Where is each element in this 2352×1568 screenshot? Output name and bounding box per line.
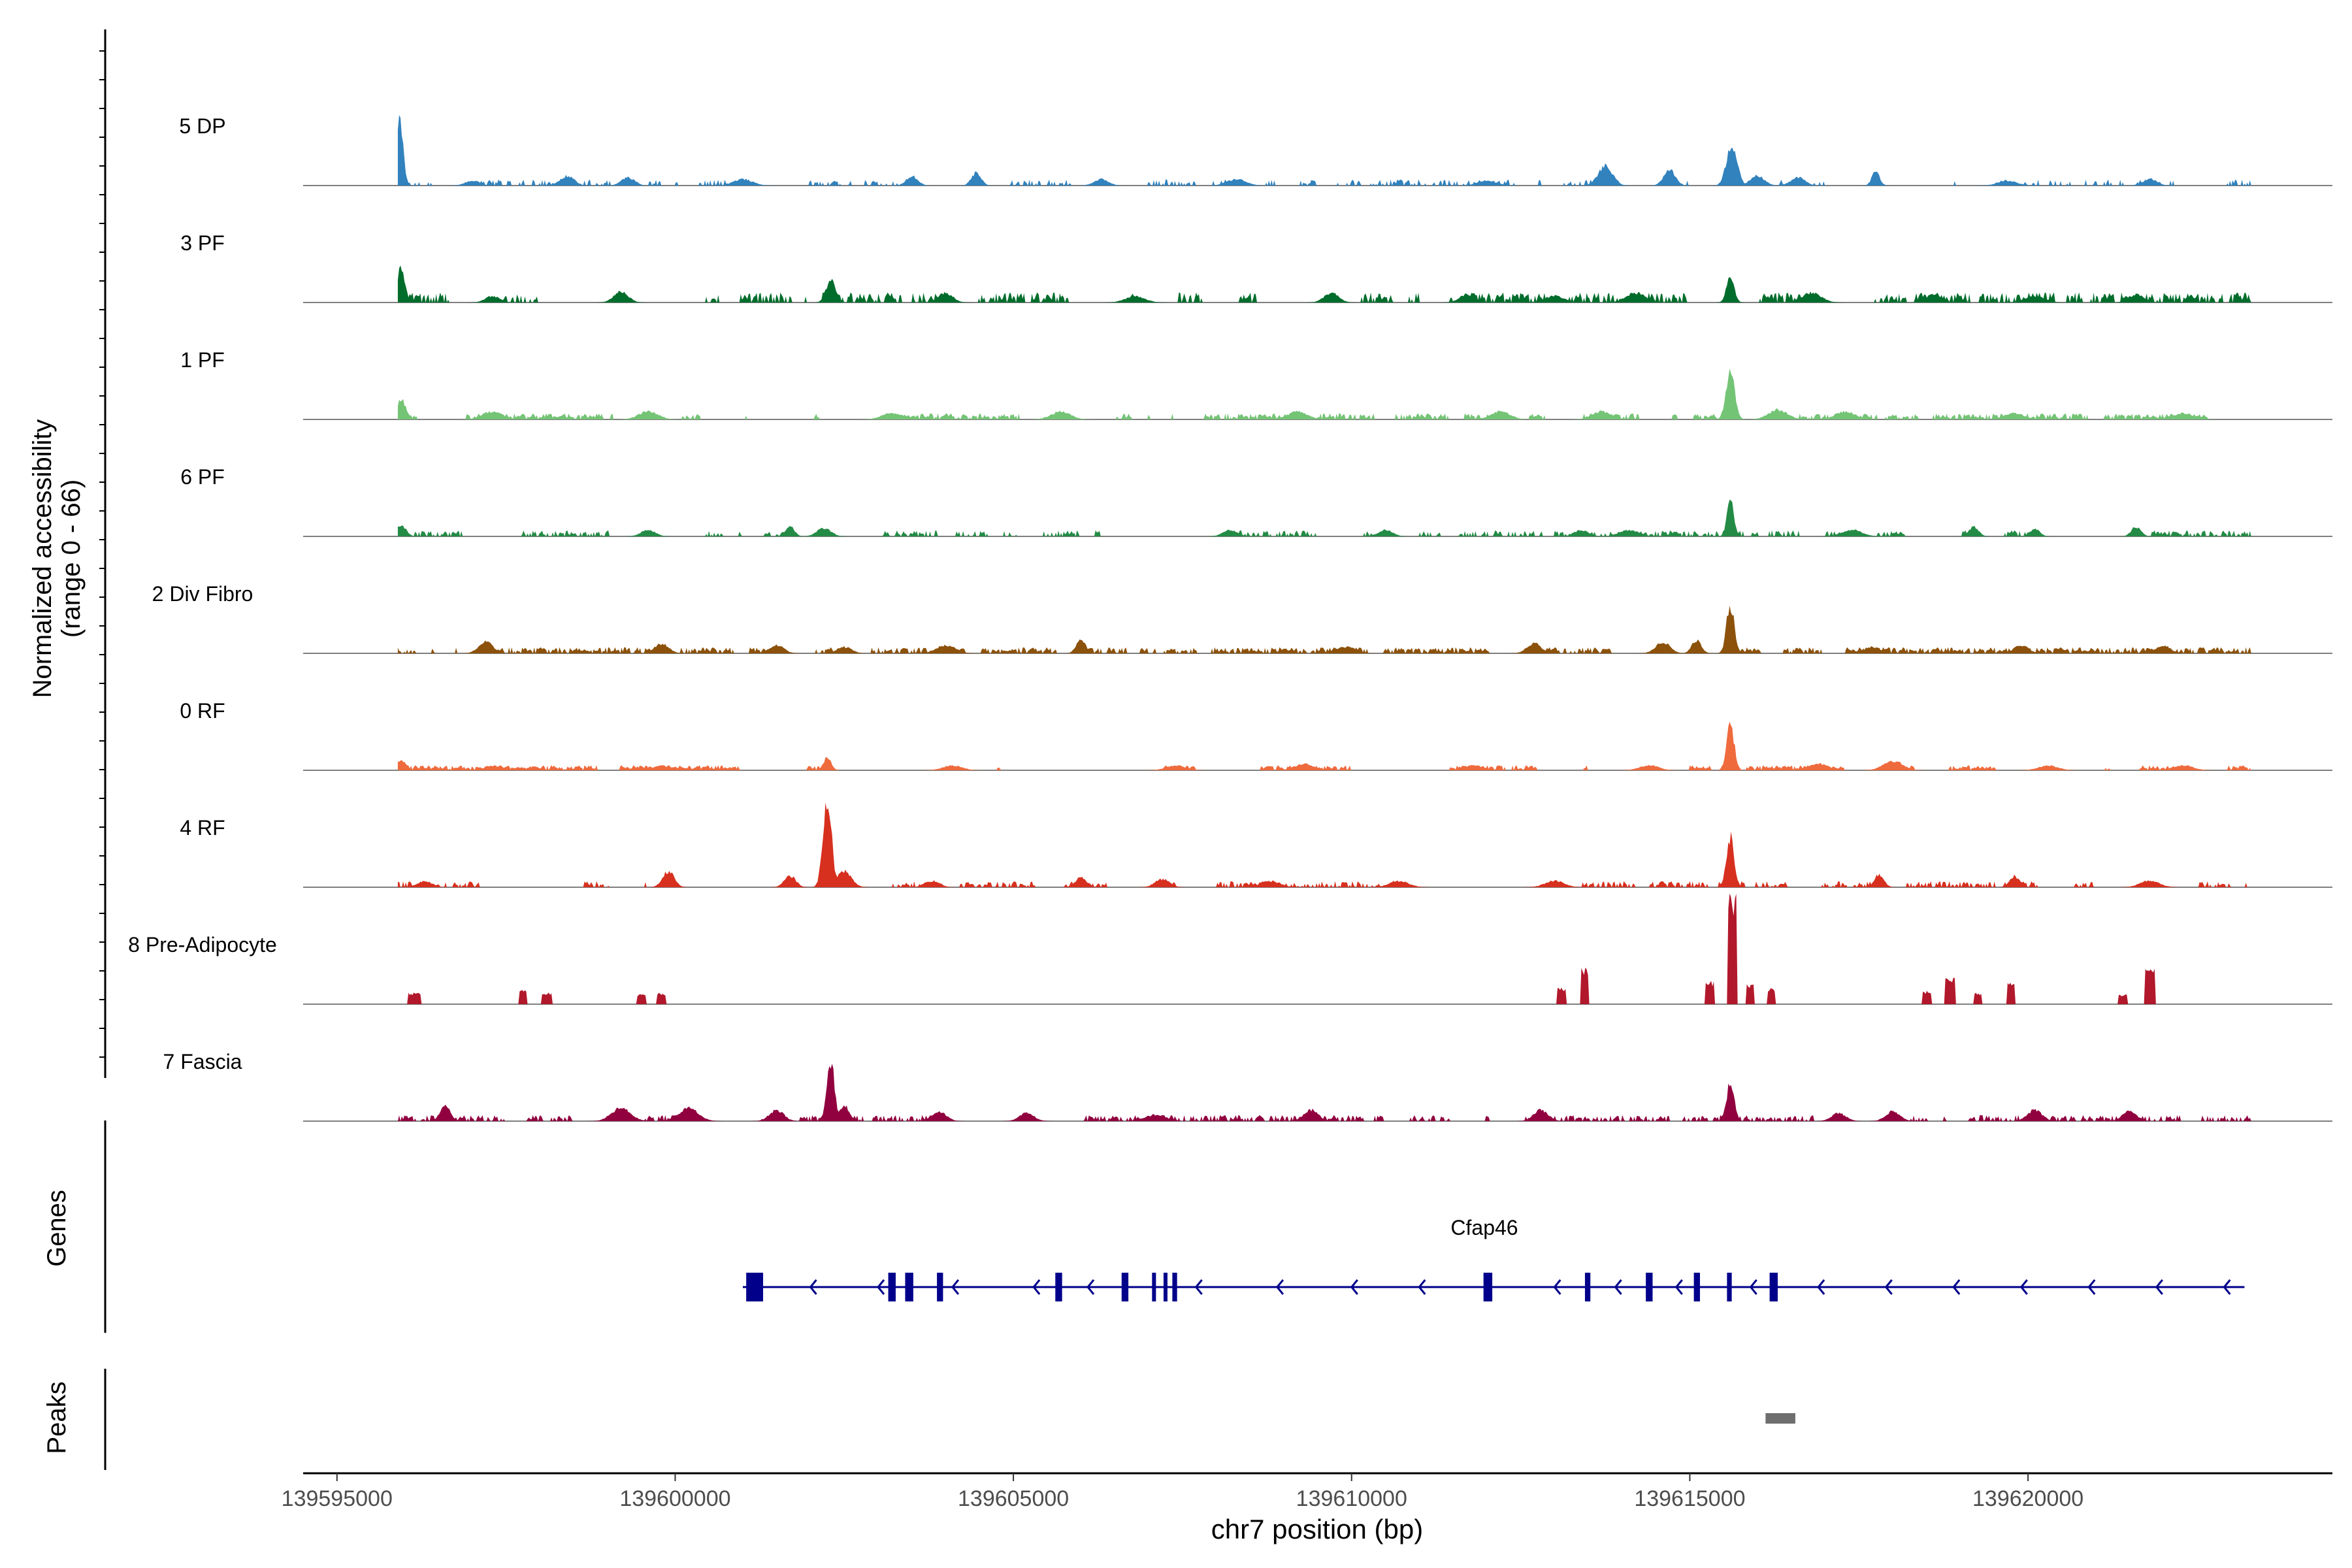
strand-arrow <box>1614 1279 1622 1295</box>
genes-track-label: Genes <box>42 1190 71 1267</box>
strand-arrow <box>1749 1279 1757 1295</box>
track-3-pf: 3 PF <box>180 231 2332 303</box>
peaks-track <box>1765 1413 1795 1424</box>
strand-arrow <box>1032 1279 1041 1295</box>
track-1-pf: 1 PF <box>180 348 2332 420</box>
strand-arrow <box>1553 1279 1561 1295</box>
strand-arrow <box>877 1279 885 1295</box>
gene-exon <box>1646 1273 1653 1301</box>
track-8-pre-adipocyte: 8 Pre-Adipocyte <box>128 893 2332 1005</box>
gene-exon <box>888 1273 896 1301</box>
strand-arrow <box>1194 1279 1203 1295</box>
coverage-area <box>397 721 2251 770</box>
y-axis-label-line2: (range 0 - 66) <box>57 480 86 638</box>
gene-exon <box>1584 1273 1591 1301</box>
track-label: 4 RF <box>180 816 225 840</box>
strand-arrow <box>1817 1279 1825 1295</box>
coverage-area <box>397 368 2251 419</box>
gene-exon <box>746 1273 764 1301</box>
x-tick-label: 139620000 <box>1972 1486 2083 1511</box>
y-axis-label-line1: Normalized accessibility <box>28 419 57 698</box>
strand-arrow <box>2087 1279 2096 1295</box>
gene-exon <box>1483 1273 1493 1301</box>
track-5-dp: 5 DP <box>179 114 2332 186</box>
strand-arrow <box>951 1279 960 1295</box>
gene-exon <box>1152 1273 1156 1301</box>
coverage-area <box>397 802 2251 887</box>
strand-arrow <box>2223 1279 2231 1295</box>
gene-exon <box>1769 1273 1778 1301</box>
track-label: 5 DP <box>179 114 225 138</box>
x-tick-label: 139610000 <box>1296 1486 1407 1511</box>
coverage-tracks: 5 DP 3 PF 1 PF 6 PF 2 Div Fibro 0 RF 4 RF 8 Pre… <box>128 114 2332 1122</box>
gene-annotation-track: Cfap46 <box>742 1216 2245 1301</box>
gene-name-label: Cfap46 <box>1450 1216 1518 1239</box>
x-tick-label: 139600000 <box>619 1486 730 1511</box>
peak-region <box>1765 1413 1795 1424</box>
track-label: 6 PF <box>180 465 225 489</box>
track-label: 1 PF <box>180 348 225 372</box>
gene-exon <box>1693 1273 1700 1301</box>
strand-arrow <box>1418 1279 1426 1295</box>
strand-arrow <box>1674 1279 1683 1295</box>
x-tick-label: 139605000 <box>958 1486 1069 1511</box>
x-tick-label: 139595000 <box>282 1486 393 1511</box>
track-label: 7 Fascia <box>163 1050 242 1073</box>
strand-arrow <box>1275 1279 1284 1295</box>
strand-arrow <box>2155 1279 2163 1295</box>
strand-arrow <box>1952 1279 1961 1295</box>
strand-arrow <box>1884 1279 1893 1295</box>
track-0-rf: 0 RF <box>180 699 2332 771</box>
peaks-track-label: Peaks <box>42 1381 71 1454</box>
x-axis-label: chr7 position (bp) <box>1211 1514 1424 1544</box>
axes: 139595000 139600000 139605000 139610000 1396… <box>99 29 2332 1511</box>
coverage-area <box>397 893 2251 1004</box>
strand-arrow <box>809 1279 817 1295</box>
gene-exon <box>1055 1273 1062 1301</box>
track-7-fascia: 7 Fascia <box>163 1050 2332 1122</box>
coverage-area <box>397 1064 2251 1121</box>
track-2-div-fibro: 2 Div Fibro <box>152 582 2332 654</box>
gene-exon <box>1727 1273 1732 1301</box>
gene-exon <box>1172 1273 1177 1301</box>
gene-exon <box>905 1273 913 1301</box>
track-label: 3 PF <box>180 231 225 255</box>
strand-arrow <box>2019 1279 2028 1295</box>
coverage-area <box>397 499 2251 536</box>
coverage-area <box>397 265 2251 302</box>
x-tick-label: 139615000 <box>1634 1486 1745 1511</box>
track-label: 0 RF <box>180 699 225 723</box>
track-label: 2 Div Fibro <box>152 582 253 606</box>
coverage-area <box>397 115 2251 186</box>
coverage-area <box>397 606 2251 653</box>
gene-exon <box>937 1273 943 1301</box>
gene-exon <box>1163 1273 1168 1301</box>
gene-exon <box>1121 1273 1129 1301</box>
track-4-rf: 4 RF <box>180 802 2332 888</box>
track-label: 8 Pre-Adipocyte <box>128 933 277 956</box>
strand-arrow <box>1086 1279 1095 1295</box>
strand-arrow <box>1350 1279 1358 1295</box>
track-6-pf: 6 PF <box>180 465 2332 537</box>
